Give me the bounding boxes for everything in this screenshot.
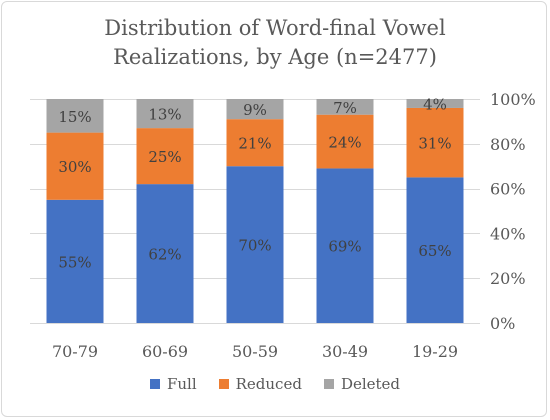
data-label: 21% (238, 135, 271, 153)
bar-full (136, 184, 194, 323)
legend-label-deleted: Deleted (340, 375, 401, 393)
data-label: 55% (58, 253, 91, 271)
y-tick-label: 40% (490, 224, 526, 243)
chart-legend: Full Reduced Deleted (0, 375, 550, 393)
y-tick-label: 100% (490, 90, 536, 109)
bar-full (316, 168, 374, 323)
data-label: 69% (328, 238, 361, 256)
bar-full (46, 199, 104, 323)
y-tick-label: 20% (490, 269, 526, 288)
data-label: 70% (238, 237, 271, 255)
bar-reduced (226, 119, 284, 167)
bar-reduced (46, 132, 104, 200)
bar-deleted (46, 99, 104, 133)
data-label: 62% (148, 246, 181, 264)
bar-deleted (316, 99, 374, 115)
y-tick-label: 0% (490, 314, 515, 333)
bar-deleted (406, 99, 464, 108)
bar-reduced (136, 128, 194, 185)
y-tick-label: 60% (490, 180, 526, 199)
chart-title-line-1: Distribution of Word-final Vowel (104, 16, 446, 40)
data-label: 4% (423, 95, 447, 113)
x-tick-label: 70-79 (52, 342, 98, 361)
bar-full (226, 166, 284, 323)
x-tick-label: 50-59 (232, 342, 278, 361)
data-label: 13% (148, 106, 181, 124)
data-label: 31% (418, 135, 451, 153)
chart-title: Distribution of Word-final Vowel Realiza… (0, 14, 550, 72)
data-label: 15% (58, 108, 91, 126)
data-label: 7% (333, 99, 357, 117)
legend-label-reduced: Reduced (235, 375, 302, 393)
bar-deleted (226, 99, 284, 120)
x-tick-label: 19-29 (412, 342, 458, 361)
data-label: 24% (328, 134, 361, 152)
legend-swatch-full (149, 379, 160, 389)
data-label: 9% (243, 101, 267, 119)
chart-title-line-2: Realizations, by Age (n=2477) (113, 45, 437, 69)
y-tick-label: 80% (490, 135, 526, 154)
bar-deleted (136, 99, 194, 129)
legend-swatch-reduced (218, 379, 229, 389)
data-label: 30% (58, 158, 91, 176)
x-tick-label: 30-49 (322, 342, 368, 361)
bar-full (406, 177, 464, 323)
bar-reduced (316, 114, 374, 169)
data-label: 25% (148, 148, 181, 166)
bar-reduced (406, 107, 464, 178)
legend-swatch-deleted (323, 379, 334, 389)
data-label: 65% (418, 242, 451, 260)
legend-item-reduced: Reduced (218, 375, 302, 393)
legend-item-full: Full (149, 375, 197, 393)
legend-label-full: Full (166, 375, 197, 393)
legend-item-deleted: Deleted (323, 375, 401, 393)
x-tick-label: 60-69 (142, 342, 188, 361)
